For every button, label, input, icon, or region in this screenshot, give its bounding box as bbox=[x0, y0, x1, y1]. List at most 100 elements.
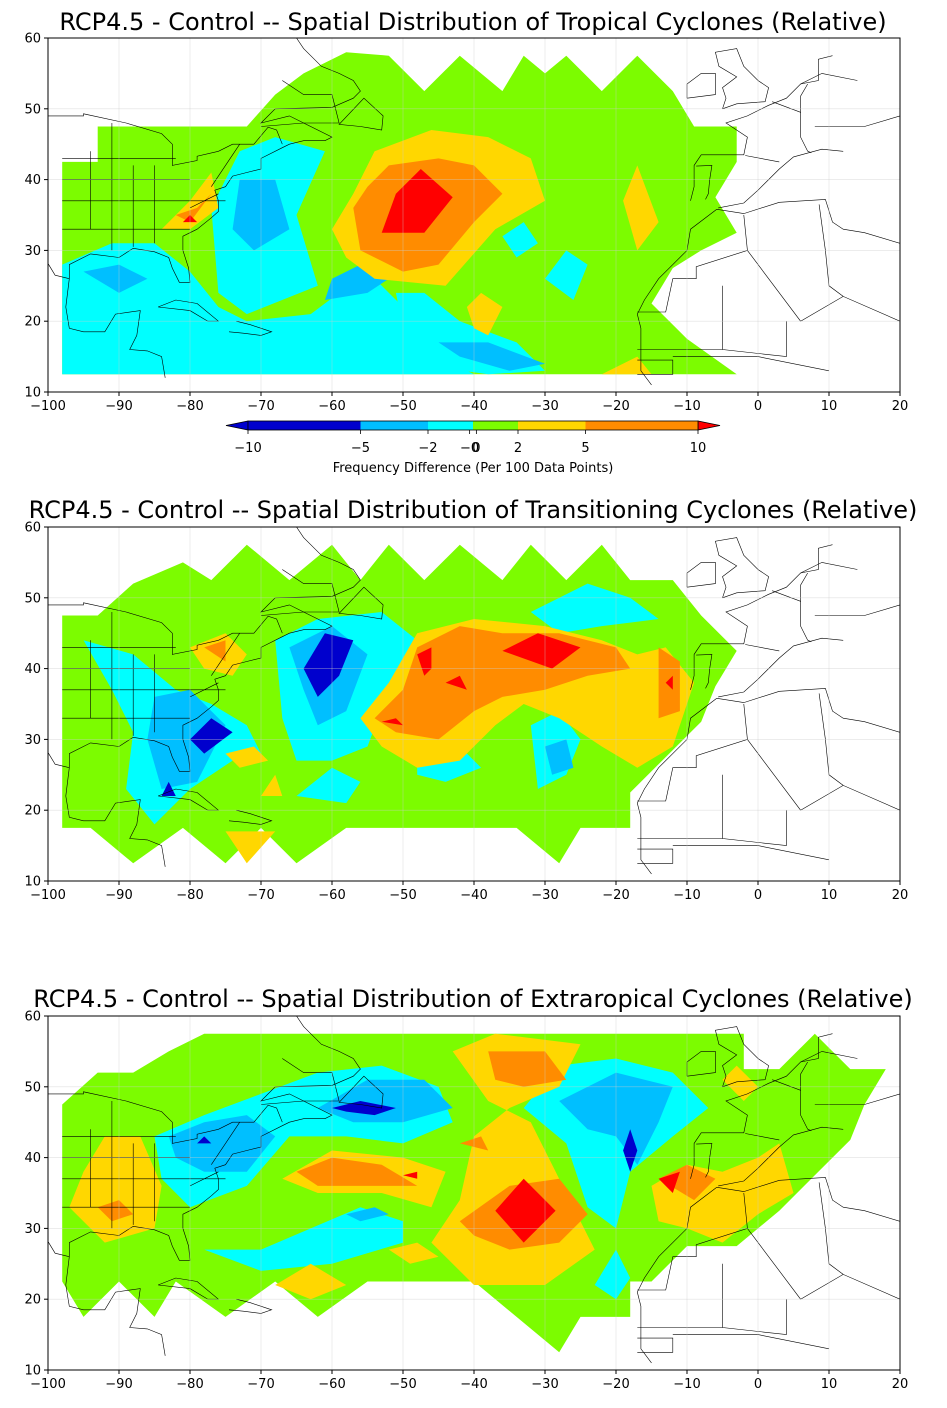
x-tick-label: −50 bbox=[389, 888, 416, 903]
coastline bbox=[772, 1061, 808, 1091]
x-tick-label: −100 bbox=[30, 1377, 66, 1392]
colorbar-segment bbox=[518, 421, 586, 430]
y-tick-label: 40 bbox=[24, 1151, 41, 1166]
coastline bbox=[722, 1263, 787, 1335]
coastline bbox=[715, 48, 769, 110]
x-tick-label: −70 bbox=[247, 1377, 274, 1392]
contour-region bbox=[594, 1249, 631, 1300]
x-tick-label: −50 bbox=[389, 1377, 416, 1392]
coastline bbox=[228, 809, 273, 825]
y-tick-label: 30 bbox=[24, 244, 41, 259]
coastline bbox=[747, 1228, 900, 1300]
coastline bbox=[722, 774, 787, 846]
y-tick-label: 60 bbox=[24, 32, 41, 47]
colorbar-tick-label: −0 bbox=[460, 441, 479, 456]
map-area bbox=[48, 1016, 900, 1370]
coastline bbox=[807, 640, 812, 642]
contour-region bbox=[332, 1101, 396, 1116]
coastline bbox=[69, 1016, 361, 1261]
coastline bbox=[718, 148, 844, 209]
coastline bbox=[715, 1026, 769, 1088]
x-tick-label: −70 bbox=[247, 399, 274, 414]
x-tick-label: −30 bbox=[531, 888, 558, 903]
coastline bbox=[636, 209, 717, 386]
coastline bbox=[338, 97, 384, 131]
x-tick-label: −90 bbox=[105, 888, 132, 903]
colorbar-tick-label: 5 bbox=[581, 441, 589, 456]
contour-region bbox=[665, 675, 673, 690]
y-tick-label: 30 bbox=[24, 1222, 41, 1237]
x-tick-label: 10 bbox=[821, 888, 838, 903]
coastline bbox=[818, 204, 844, 297]
colorbar-segment bbox=[360, 421, 428, 430]
coastline bbox=[65, 1256, 166, 1356]
colorbar-tick-label: −2 bbox=[418, 441, 437, 456]
contour-region bbox=[438, 342, 545, 371]
contour-region bbox=[275, 1263, 347, 1300]
coastline bbox=[718, 637, 844, 698]
x-tick-label: −60 bbox=[318, 888, 345, 903]
coastline bbox=[745, 1133, 780, 1141]
panel-title: RCP4.5 - Control -- Spatial Distribution… bbox=[29, 496, 918, 524]
contour-region bbox=[502, 222, 538, 258]
contour-region bbox=[623, 1129, 638, 1172]
colorbar: Frequency Difference (Per 100 Data Point… bbox=[225, 420, 721, 476]
x-tick-label: −90 bbox=[105, 1377, 132, 1392]
panel-title: RCP4.5 - Control -- Spatial Distribution… bbox=[59, 8, 886, 36]
contour-region bbox=[175, 193, 212, 223]
contour-region bbox=[502, 633, 581, 669]
x-tick-label: −20 bbox=[602, 399, 629, 414]
contour-region bbox=[466, 292, 503, 336]
coastline bbox=[48, 262, 70, 279]
coastline bbox=[800, 562, 858, 574]
contour-region bbox=[623, 165, 659, 251]
x-tick-label: −60 bbox=[318, 1377, 345, 1392]
gridlines bbox=[48, 527, 900, 881]
colorbar-frame bbox=[247, 420, 699, 431]
colorbar-tick-label: 10 bbox=[690, 441, 707, 456]
contour-region bbox=[346, 1207, 389, 1222]
x-tick-label: −30 bbox=[531, 1377, 558, 1392]
coastline bbox=[48, 602, 283, 655]
colorbar-tick-label: −5 bbox=[351, 441, 370, 456]
contour-region bbox=[190, 718, 233, 754]
x-tick-label: −40 bbox=[460, 1377, 487, 1392]
x-tick-label: −20 bbox=[602, 888, 629, 903]
contour-region bbox=[722, 1065, 758, 1101]
contour-region bbox=[161, 781, 176, 796]
x-tick-label: 10 bbox=[821, 1377, 838, 1392]
coastline bbox=[672, 356, 830, 372]
x-tick-label: −40 bbox=[460, 888, 487, 903]
coastline bbox=[672, 1334, 830, 1350]
contour-region bbox=[296, 767, 361, 804]
coastlines bbox=[48, 1016, 900, 1364]
coastline bbox=[800, 1051, 858, 1063]
x-tick-label: −60 bbox=[318, 399, 345, 414]
panel-tropical: RCP4.5 - Control -- Spatial Distribution… bbox=[24, 8, 908, 414]
y-tick-label: 40 bbox=[24, 173, 41, 188]
panel-extratropical: RCP4.5 - Control -- Spatial Distribution… bbox=[24, 985, 912, 1392]
coastline bbox=[637, 848, 674, 864]
colorbar-extend-high bbox=[697, 420, 721, 431]
coastline bbox=[814, 1058, 900, 1105]
contour-region bbox=[545, 250, 588, 300]
colorbar-segment bbox=[473, 421, 518, 430]
y-tick-label: 40 bbox=[24, 662, 41, 677]
panel-transitioning: RCP4.5 - Control -- Spatial Distribution… bbox=[24, 496, 918, 903]
y-tick-label: 30 bbox=[24, 733, 41, 748]
y-tick-label: 20 bbox=[24, 804, 41, 819]
coastline bbox=[48, 113, 283, 166]
coastline bbox=[69, 38, 361, 283]
coastline bbox=[228, 1298, 273, 1314]
map-area bbox=[48, 527, 900, 881]
x-tick-label: −30 bbox=[531, 399, 558, 414]
contour-region bbox=[225, 746, 269, 768]
contour-region bbox=[495, 1178, 556, 1243]
colorbar-segment bbox=[428, 421, 473, 430]
contour-region bbox=[296, 1157, 418, 1186]
x-tick-label: 10 bbox=[821, 399, 838, 414]
x-tick-label: 20 bbox=[892, 888, 909, 903]
coastline bbox=[636, 698, 717, 875]
contour-region bbox=[488, 1051, 567, 1087]
